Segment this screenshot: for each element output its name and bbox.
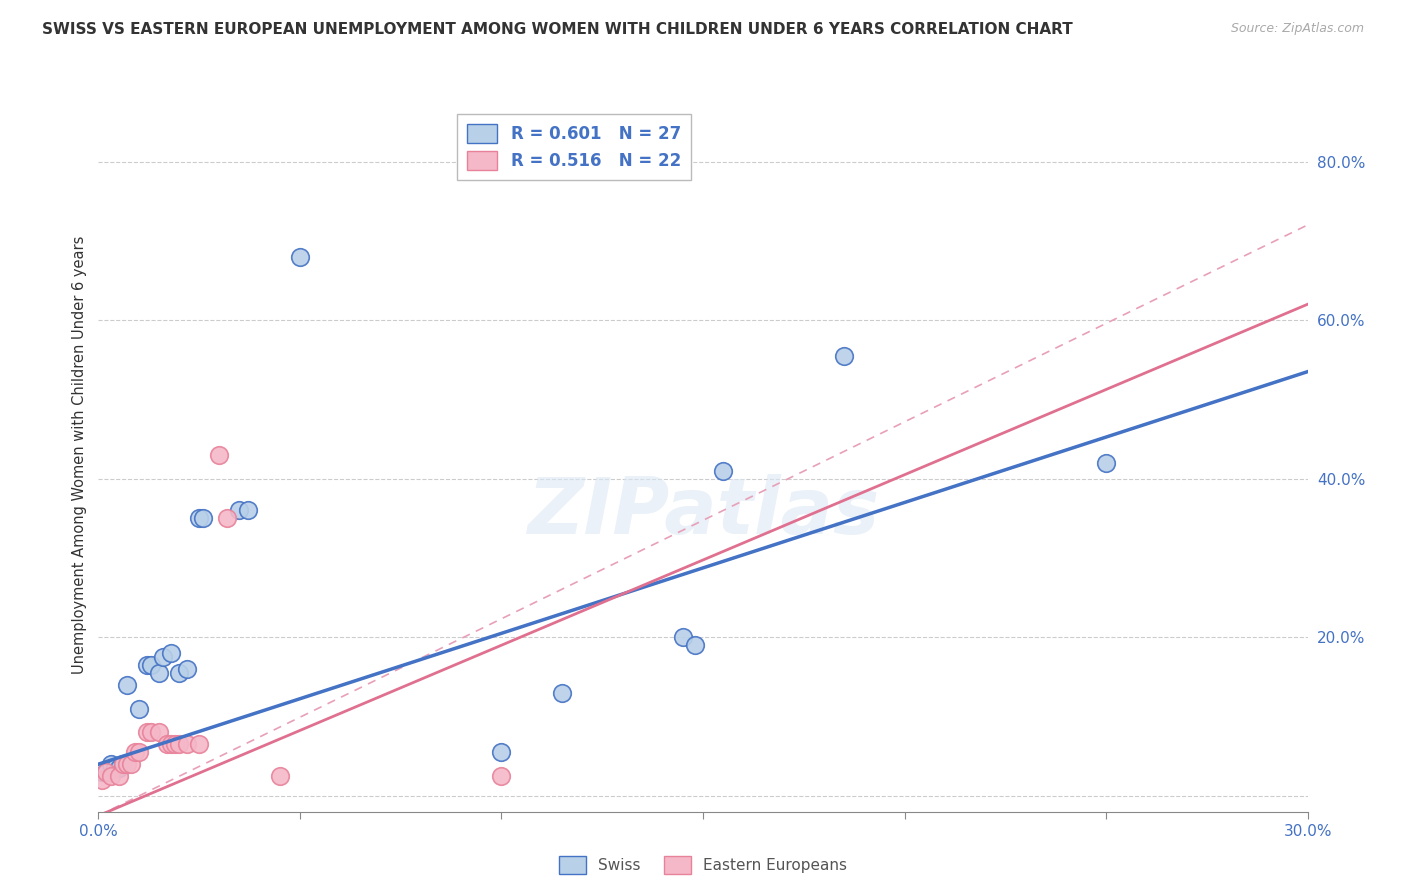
Point: [217, 511, 239, 525]
Point: [115, 678, 138, 692]
Point: [176, 737, 198, 751]
Point: [208, 448, 231, 462]
Point: [139, 725, 162, 739]
Point: [115, 757, 138, 772]
Text: SWISS VS EASTERN EUROPEAN UNEMPLOYMENT AMONG WOMEN WITH CHILDREN UNDER 6 YEARS C: SWISS VS EASTERN EUROPEAN UNEMPLOYMENT A…: [42, 22, 1073, 37]
Point: [96, 765, 118, 780]
Point: [551, 686, 574, 700]
Point: [100, 769, 122, 783]
Y-axis label: Unemployment Among Women with Children Under 6 years: Unemployment Among Women with Children U…: [72, 235, 87, 674]
Point: [672, 630, 695, 644]
Point: [491, 769, 513, 783]
Point: [128, 745, 150, 759]
Point: [236, 503, 259, 517]
Point: [128, 701, 150, 715]
Point: [167, 665, 190, 680]
Point: [111, 757, 134, 772]
Point: [91, 772, 114, 787]
Text: Source: ZipAtlas.com: Source: ZipAtlas.com: [1230, 22, 1364, 36]
Point: [193, 511, 215, 525]
Point: [163, 737, 186, 751]
Point: [711, 464, 734, 478]
Point: [111, 757, 134, 772]
Point: [683, 638, 706, 652]
Point: [288, 250, 311, 264]
Point: [91, 765, 114, 780]
Point: [228, 503, 250, 517]
Point: [188, 737, 211, 751]
Point: [107, 761, 129, 775]
Point: [1095, 456, 1118, 470]
Legend: R = 0.601   N = 27, R = 0.516   N = 22: R = 0.601 N = 27, R = 0.516 N = 22: [457, 113, 690, 180]
Point: [160, 737, 183, 751]
Point: [832, 349, 855, 363]
Point: [148, 725, 170, 739]
Point: [135, 725, 157, 739]
Point: [107, 769, 129, 783]
Point: [176, 662, 198, 676]
Point: [156, 737, 179, 751]
Point: [167, 737, 190, 751]
Point: [188, 511, 211, 525]
Point: [139, 658, 162, 673]
Point: [135, 658, 157, 673]
Point: [100, 757, 122, 772]
Point: [96, 765, 118, 780]
Point: [148, 665, 170, 680]
Point: [120, 757, 142, 772]
Point: [124, 745, 146, 759]
Point: [152, 650, 174, 665]
Point: [160, 646, 183, 660]
Point: [269, 769, 291, 783]
Point: [491, 745, 513, 759]
Text: ZIPatlas: ZIPatlas: [527, 474, 879, 550]
Legend: Swiss, Eastern Europeans: Swiss, Eastern Europeans: [553, 850, 853, 880]
Point: [103, 761, 125, 775]
